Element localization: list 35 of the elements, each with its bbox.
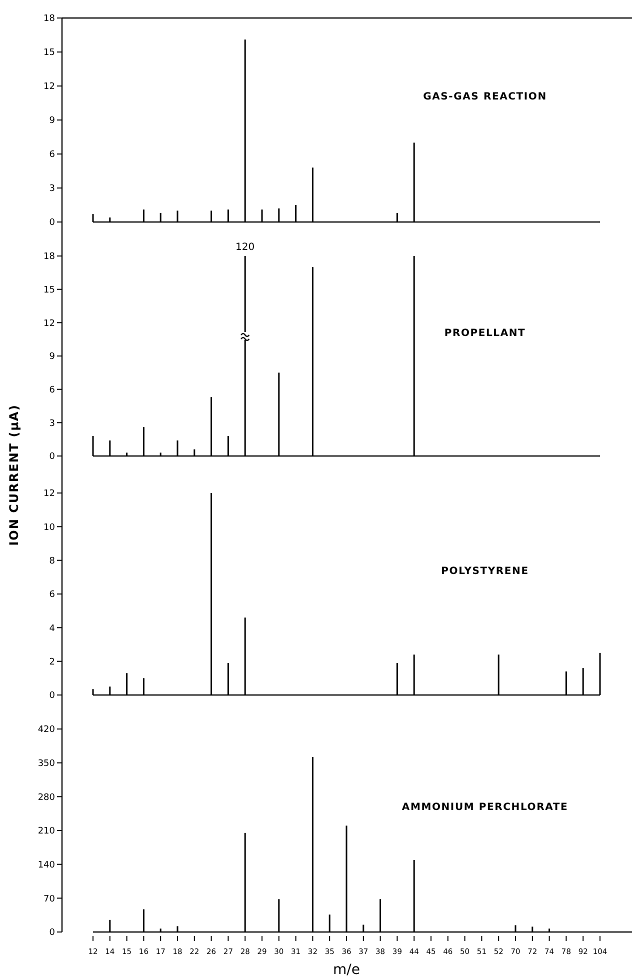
x-axis-title: m/e [333, 962, 360, 978]
y-tick-label: 12 [44, 318, 55, 329]
y-tick-label: 0 [49, 452, 56, 462]
y-tick-label: 280 [38, 792, 56, 803]
y-tick-label: 18 [44, 14, 56, 24]
y-tick-label: 9 [49, 116, 56, 126]
y-tick-label: 0 [49, 928, 56, 938]
y-tick-label: 70 [44, 894, 56, 904]
y-tick-label: 6 [49, 385, 56, 396]
y-tick-label: 15 [44, 48, 55, 58]
y-tick-label: 18 [44, 252, 56, 262]
y-tick-label: 6 [49, 150, 56, 160]
y-tick-label: 0 [49, 691, 56, 702]
y-tick-label: 210 [38, 826, 56, 837]
y-tick-label: 4 [49, 624, 56, 634]
y-tick-label: 140 [38, 860, 56, 870]
y-tick-label: 3 [49, 184, 55, 194]
text: GAS-GAS REACTION [423, 92, 547, 103]
y-tick-label: 9 [49, 352, 56, 362]
y-tick-label: 6 [49, 590, 56, 600]
y-tick-label: 420 [38, 725, 56, 736]
text: POLYSTYRENE [441, 566, 529, 577]
y-tick-label: 10 [44, 522, 56, 533]
y-tick-label: 3 [49, 418, 55, 429]
text: AMMONIUM PERCHLORATE [402, 802, 568, 814]
y-tick-label: 12 [44, 489, 55, 500]
y-tick-label: 0 [49, 218, 56, 228]
y-tick-label: 8 [49, 556, 56, 566]
y-tick-label: 350 [38, 758, 56, 769]
text: PROPELLANT [444, 328, 526, 339]
y-tick-label: 2 [49, 657, 55, 668]
annotation: 120 [236, 242, 255, 253]
y-axis-title: ION CURRENT (μA) [7, 404, 21, 546]
y-tick-label: 12 [44, 82, 55, 92]
y-tick-label: 15 [44, 285, 55, 296]
